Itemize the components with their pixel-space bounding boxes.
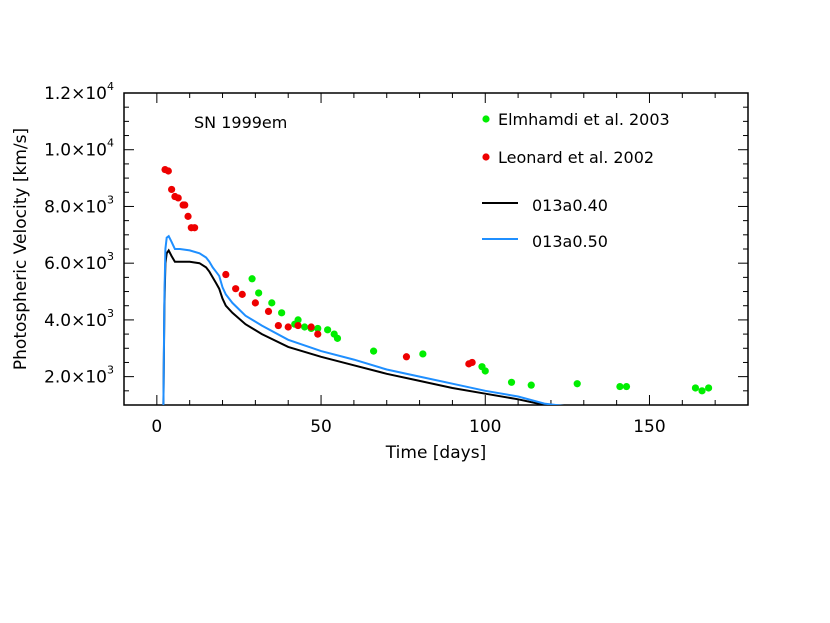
data-point bbox=[232, 285, 240, 293]
data-point bbox=[294, 321, 302, 330]
data-point bbox=[698, 387, 706, 395]
legend-marker bbox=[482, 153, 490, 161]
data-point bbox=[691, 384, 700, 392]
data-point bbox=[370, 347, 378, 355]
data-point bbox=[573, 380, 581, 388]
x-tick-label: 150 bbox=[633, 417, 665, 437]
plot-area bbox=[161, 165, 713, 405]
data-point bbox=[164, 167, 172, 175]
x-tick-label: 50 bbox=[310, 417, 332, 437]
data-point bbox=[704, 384, 713, 392]
data-point bbox=[238, 290, 246, 298]
x-tick-label: 100 bbox=[469, 417, 501, 437]
data-point bbox=[527, 381, 535, 389]
legend-label: 013a0.50 bbox=[532, 232, 608, 251]
data-point bbox=[622, 382, 631, 391]
data-point bbox=[284, 323, 292, 331]
data-point bbox=[314, 330, 322, 338]
data-point bbox=[314, 324, 322, 333]
data-point bbox=[294, 316, 302, 324]
series-line-013a0.50 bbox=[162, 234, 565, 405]
data-point bbox=[264, 307, 273, 315]
data-point bbox=[168, 185, 176, 194]
data-point bbox=[301, 323, 309, 331]
y-tick-label: 1.2×104 bbox=[44, 80, 114, 104]
data-point bbox=[616, 382, 624, 391]
data-point bbox=[278, 309, 286, 317]
legend-label: 013a0.40 bbox=[532, 196, 608, 215]
data-point bbox=[174, 194, 182, 202]
y-tick-label: 4.0×103 bbox=[44, 307, 114, 331]
legend: Elmhamdi et al. 2003 Leonard et al. 2002 0… bbox=[482, 110, 670, 251]
data-point bbox=[333, 334, 342, 342]
data-point bbox=[255, 289, 263, 297]
data-point bbox=[181, 201, 189, 209]
data-point bbox=[191, 224, 199, 232]
data-point bbox=[248, 275, 256, 283]
legend-label: Leonard et al. 2002 bbox=[498, 148, 654, 167]
data-point bbox=[307, 323, 315, 331]
data-point bbox=[468, 358, 476, 367]
data-point bbox=[251, 299, 259, 307]
legend-label: Elmhamdi et al. 2003 bbox=[498, 110, 670, 129]
y-tick-label: 6.0×103 bbox=[44, 250, 114, 274]
data-point bbox=[419, 350, 427, 358]
x-tick-label: 0 bbox=[151, 417, 162, 437]
data-point bbox=[481, 367, 489, 375]
data-point bbox=[274, 321, 282, 330]
series-line-013a0.40 bbox=[162, 248, 553, 405]
data-point bbox=[184, 212, 192, 220]
plot-frame bbox=[123, 92, 749, 406]
data-point bbox=[222, 270, 230, 279]
axis-ticks: 0 50 100 150 2.0×103 4.0×103 6.0×103 8.0×103 1.0… bbox=[44, 80, 749, 437]
data-point bbox=[507, 378, 516, 386]
data-point bbox=[324, 326, 332, 334]
data-point bbox=[268, 299, 276, 307]
chart-annotation: SN 1999em bbox=[194, 113, 287, 132]
legend-marker bbox=[482, 115, 490, 123]
x-axis-label: Time [days] bbox=[385, 443, 486, 463]
y-axis-label: Photospheric Velocity [km/s] bbox=[11, 128, 31, 370]
y-tick-label: 8.0×103 bbox=[44, 193, 114, 217]
y-tick-label: 2.0×103 bbox=[44, 364, 114, 388]
data-point bbox=[402, 353, 411, 361]
y-tick-label: 1.0×104 bbox=[44, 137, 114, 161]
